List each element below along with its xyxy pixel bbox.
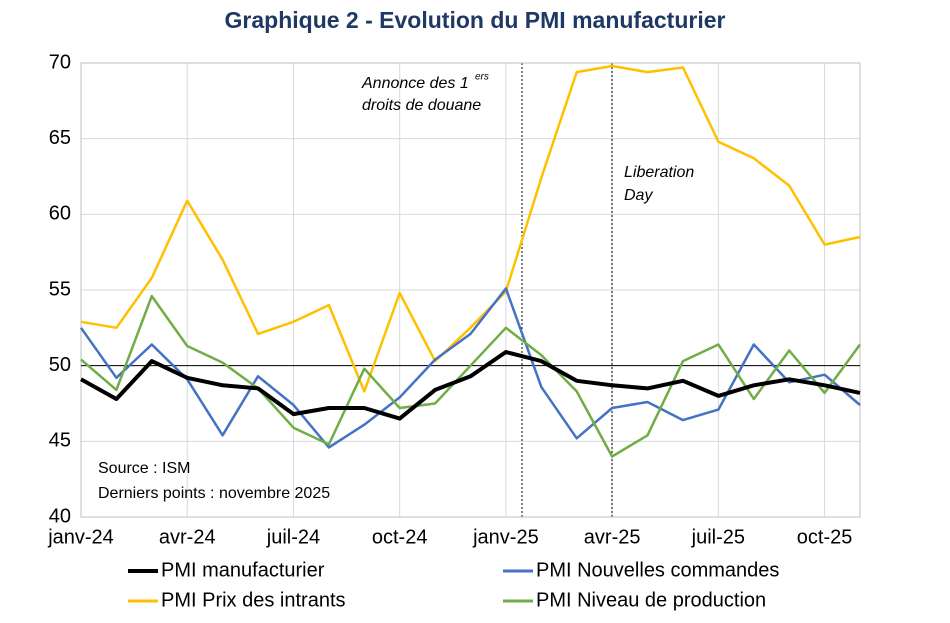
x-tick-label: juil-24 [266, 526, 320, 548]
chart-title: Graphique 2 - Evolution du PMI manufactu… [225, 7, 726, 33]
legend-label: PMI manufacturier [161, 559, 325, 581]
x-tick-label: avr-25 [584, 526, 641, 548]
plot-frame [80, 62, 861, 518]
annotation: Day [624, 187, 653, 204]
x-tick-label: oct-24 [372, 526, 428, 548]
series-line [80, 350, 861, 421]
x-tick-label: janv-24 [47, 526, 114, 548]
y-tick-label: 70 [49, 51, 71, 73]
series-line [79, 287, 861, 449]
series-line [80, 294, 862, 458]
annotation: droits de douane [362, 97, 481, 114]
y-tick-label: 40 [49, 505, 71, 527]
y-tick-label: 50 [49, 354, 71, 376]
annotation: Liberation [624, 164, 694, 181]
legend-label: PMI Nouvelles commandes [536, 559, 779, 581]
y-tick-label: 65 [49, 127, 71, 149]
y-tick-label: 55 [49, 278, 71, 300]
series-line [80, 64, 861, 393]
y-tick-label: 60 [49, 203, 71, 225]
source-note: Source : ISM [98, 460, 190, 477]
annotation: Annonce des 1 [361, 75, 469, 92]
source-note: Derniers points : novembre 2025 [98, 485, 330, 502]
annotation-superscript: ers [475, 72, 489, 83]
x-tick-label: avr-24 [159, 526, 216, 548]
x-tick-label: oct-25 [797, 526, 853, 548]
legend-label: PMI Niveau de production [536, 589, 766, 611]
y-tick-label: 45 [49, 430, 71, 452]
x-tick-label: juil-25 [691, 526, 745, 548]
legend-label: PMI Prix des intrants [161, 589, 346, 611]
x-tick-label: janv-25 [472, 526, 539, 548]
